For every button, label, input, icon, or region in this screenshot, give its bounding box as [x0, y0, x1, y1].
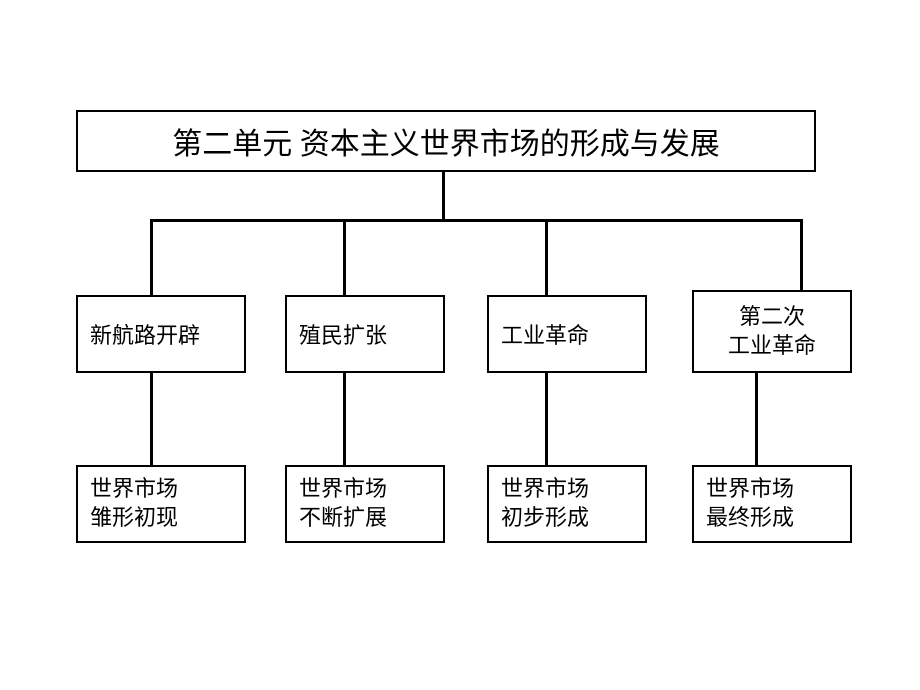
branch2-top-line — [343, 219, 346, 295]
branch4-bot-box: 世界市场 最终形成 — [692, 465, 852, 543]
branch4-top-line — [800, 219, 803, 290]
branch3-bot-line — [545, 373, 548, 465]
branch4-bot-line — [755, 373, 758, 465]
branch2-mid-label: 殖民扩张 — [299, 318, 387, 350]
branch3-top-line — [545, 219, 548, 295]
branch1-mid-box: 新航路开辟 — [76, 295, 246, 373]
branch4-mid-line2: 工业革命 — [728, 332, 816, 361]
branch4-mid-line1: 第二次 — [728, 303, 816, 332]
branch1-bot-line — [150, 373, 153, 465]
branch3-bot-line2: 初步形成 — [501, 504, 589, 533]
branch2-bot-line2: 不断扩展 — [299, 504, 387, 533]
branch4-bot-line1: 世界市场 — [706, 475, 794, 504]
branch2-bot-text: 世界市场 不断扩展 — [299, 475, 387, 532]
branch4-mid-text: 第二次 工业革命 — [728, 303, 816, 360]
branch2-bot-line1: 世界市场 — [299, 475, 387, 504]
branch1-bot-box: 世界市场 雏形初现 — [76, 465, 246, 543]
branch3-mid-box: 工业革命 — [487, 295, 647, 373]
branch3-bot-text: 世界市场 初步形成 — [501, 475, 589, 532]
branch1-bot-line2: 雏形初现 — [90, 504, 178, 533]
branch4-mid-box: 第二次 工业革命 — [692, 290, 852, 373]
trunk-line — [442, 172, 445, 219]
branch4-bot-line2: 最终形成 — [706, 504, 794, 533]
branch1-bot-text: 世界市场 雏形初现 — [90, 475, 178, 532]
title-text: 第二单元 资本主义世界市场的形成与发展 — [172, 119, 720, 163]
branch3-bot-line1: 世界市场 — [501, 475, 589, 504]
branch4-bot-text: 世界市场 最终形成 — [706, 475, 794, 532]
branch1-mid-label: 新航路开辟 — [90, 318, 200, 350]
branch2-mid-box: 殖民扩张 — [285, 295, 445, 373]
branch2-bot-line — [343, 373, 346, 465]
branch1-top-line — [150, 219, 153, 295]
horizontal-bar — [150, 219, 803, 222]
title-box: 第二单元 资本主义世界市场的形成与发展 — [76, 110, 816, 172]
branch1-bot-line1: 世界市场 — [90, 475, 178, 504]
branch3-mid-label: 工业革命 — [501, 318, 589, 350]
branch2-bot-box: 世界市场 不断扩展 — [285, 465, 445, 543]
branch3-bot-box: 世界市场 初步形成 — [487, 465, 647, 543]
